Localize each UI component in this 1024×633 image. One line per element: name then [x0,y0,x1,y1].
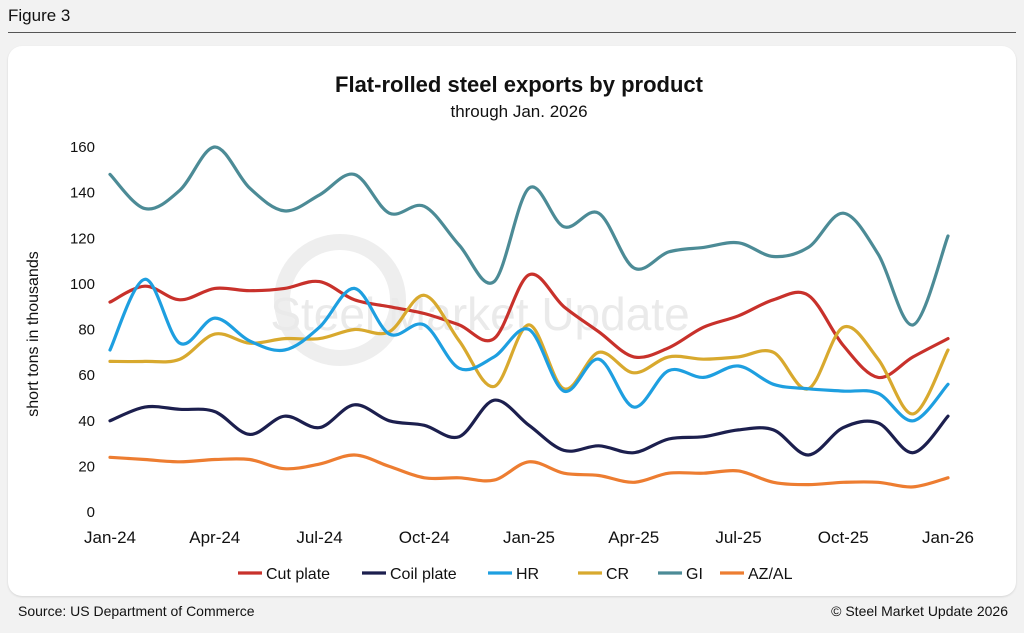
source-note: Source: US Department of Commerce [18,603,255,619]
y-tick-label: 120 [70,230,95,247]
series-line-hr [108,277,950,423]
chart-card [8,46,1016,596]
x-tick-label: Oct-24 [399,528,450,547]
watermark-logo-icon [274,234,406,366]
x-tick-label: Apr-25 [608,528,659,547]
series-line-az-al [108,453,950,489]
y-tick-labels: 0 20 40 60 80 100 120 140 160 [70,139,95,521]
legend-label: GI [686,566,703,583]
x-tick-label: Jan-24 [84,528,136,547]
figure-rule [8,32,1016,33]
x-tick-label: Oct-25 [818,528,869,547]
x-tick-label: Apr-24 [189,528,240,547]
y-tick-label: 60 [78,367,95,384]
watermark-text: Steel Market Update [270,288,689,340]
figure-label: Figure 3 [8,6,71,25]
x-tick-labels: Jan-24 Apr-24 Jul-24 Oct-24 Jan-25 Apr-25 Jul-… [84,528,974,547]
x-tick-label: Jul-25 [715,528,761,547]
y-tick-label: 0 [87,504,95,521]
legend-label: AZ/AL [748,566,793,583]
series-lines [108,145,950,489]
copyright-note: © Steel Market Update 2026 [831,603,1008,619]
chart-subtitle: through Jan. 2026 [450,102,587,121]
y-tick-label: 160 [70,139,95,156]
chart-title: Flat-rolled steel exports by product [335,72,704,97]
x-tick-label: Jan-26 [922,528,974,547]
series-line-coil-plate [108,398,950,457]
legend-label: CR [606,566,629,583]
y-tick-label: 140 [70,185,95,202]
x-tick-label: Jan-25 [503,528,555,547]
series-line-gi [108,145,950,327]
y-tick-label: 80 [78,322,95,339]
legend: Cut plate Coil plate HR CR GI AZ/AL [238,566,793,583]
y-axis-label: short tons in thousands [25,251,42,416]
series-line-cut-plate [108,272,950,380]
y-tick-label: 100 [70,276,95,293]
y-tick-label: 20 [78,458,95,475]
x-tick-label: Jul-24 [296,528,342,547]
legend-label: Coil plate [390,566,457,583]
y-tick-label: 40 [78,413,95,430]
legend-label: Cut plate [266,566,330,583]
legend-label: HR [516,566,539,583]
